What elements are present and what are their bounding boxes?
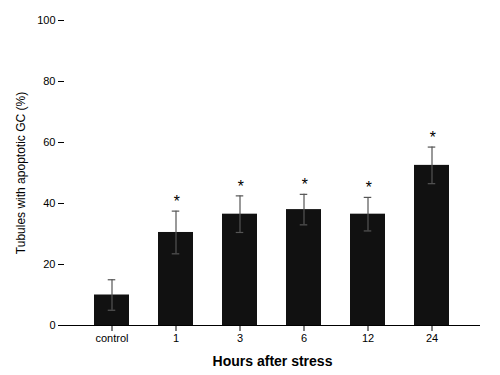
svg-text:80: 80 [43, 75, 55, 87]
svg-text:60: 60 [43, 136, 55, 148]
svg-text:40: 40 [43, 197, 55, 209]
svg-text:Tubules with apoptotic GC (%): Tubules with apoptotic GC (%) [14, 92, 28, 254]
svg-text:*: * [173, 193, 180, 210]
svg-text:*: * [429, 129, 436, 146]
svg-text:control: control [95, 332, 128, 344]
svg-text:*: * [237, 178, 244, 195]
svg-text:Hours after stress: Hours after stress [213, 353, 333, 369]
svg-text:1: 1 [173, 332, 179, 344]
svg-text:6: 6 [301, 332, 307, 344]
svg-text:*: * [365, 179, 372, 196]
svg-text:3: 3 [237, 332, 243, 344]
svg-text:0: 0 [49, 319, 55, 331]
svg-text:20: 20 [43, 258, 55, 270]
svg-text:12: 12 [362, 332, 374, 344]
svg-text:24: 24 [426, 332, 438, 344]
svg-text:100: 100 [37, 14, 55, 26]
svg-text:*: * [301, 176, 308, 193]
